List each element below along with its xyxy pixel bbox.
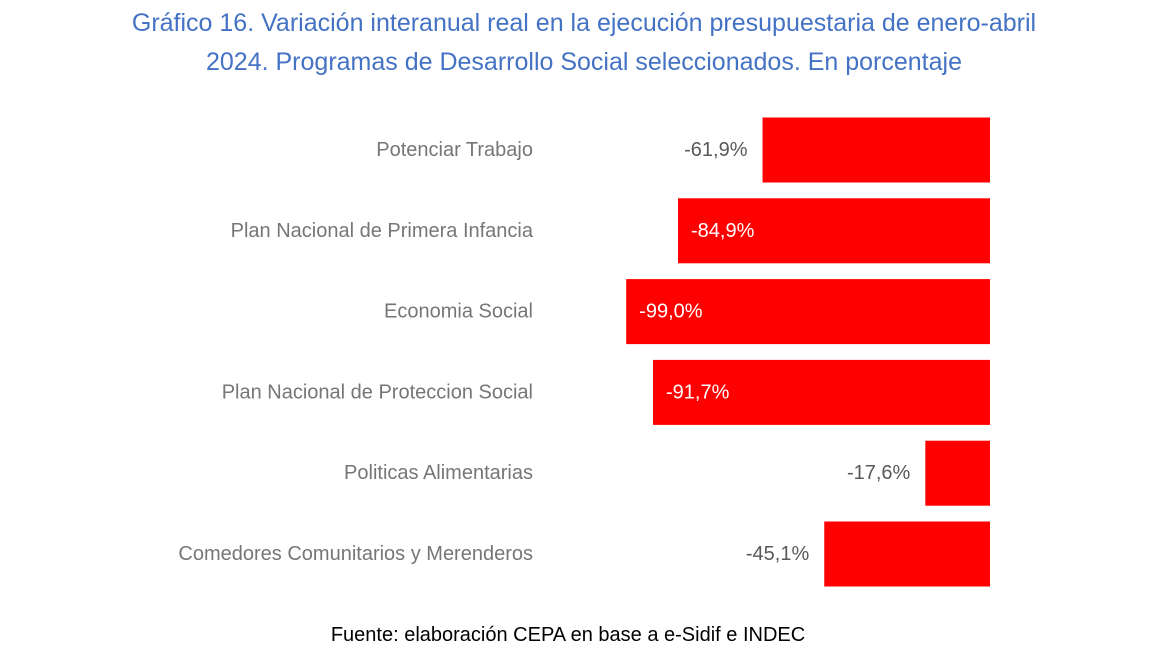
bar-politicas-alimentarias — [925, 440, 990, 506]
bar-comedores-comunitarios-y-merenderos — [824, 521, 990, 587]
data-label-politicas-alimentarias: -17,6% — [847, 462, 911, 484]
category-label-plan-nacional-de-proteccion-social: Plan Nacional de Proteccion Social — [222, 381, 533, 403]
category-label-comedores-comunitarios-y-merenderos: Comedores Comunitarios y Merenderos — [178, 543, 533, 565]
bar-plan-nacional-de-proteccion-social — [653, 359, 990, 425]
data-label-potenciar-trabajo: -61,9% — [684, 139, 748, 161]
category-label-plan-nacional-de-primera-infancia: Plan Nacional de Primera Infancia — [231, 220, 534, 242]
data-label-plan-nacional-de-primera-infancia: -84,9% — [691, 220, 755, 242]
category-label-economia-social: Economia Social — [384, 301, 533, 323]
source-note: Fuente: elaboración CEPA en base a e-Sid… — [330, 624, 806, 646]
data-label-economia-social: -99,0% — [639, 301, 703, 323]
chart-title-line-1: Gráfico 16. Variación interanual real en… — [131, 9, 1037, 37]
bar-economia-social — [626, 279, 990, 345]
data-label-comedores-comunitarios-y-merenderos: -45,1% — [746, 543, 810, 565]
category-label-potenciar-trabajo: Potenciar Trabajo — [376, 139, 533, 161]
bar-plan-nacional-de-primera-infancia — [677, 198, 990, 264]
data-label-plan-nacional-de-proteccion-social: -91,7% — [666, 381, 730, 403]
chart-title-line-2: 2024. Programas de Desarrollo Social sel… — [206, 48, 962, 76]
category-label-politicas-alimentarias: Politicas Alimentarias — [344, 462, 533, 484]
bar-chart: Potenciar Trabajo -61,9% Plan Nacional de … — [178, 117, 990, 587]
chart-title: Gráfico 16. Variación interanual real en… — [34, 4, 1134, 82]
bar-potenciar-trabajo — [762, 117, 990, 183]
